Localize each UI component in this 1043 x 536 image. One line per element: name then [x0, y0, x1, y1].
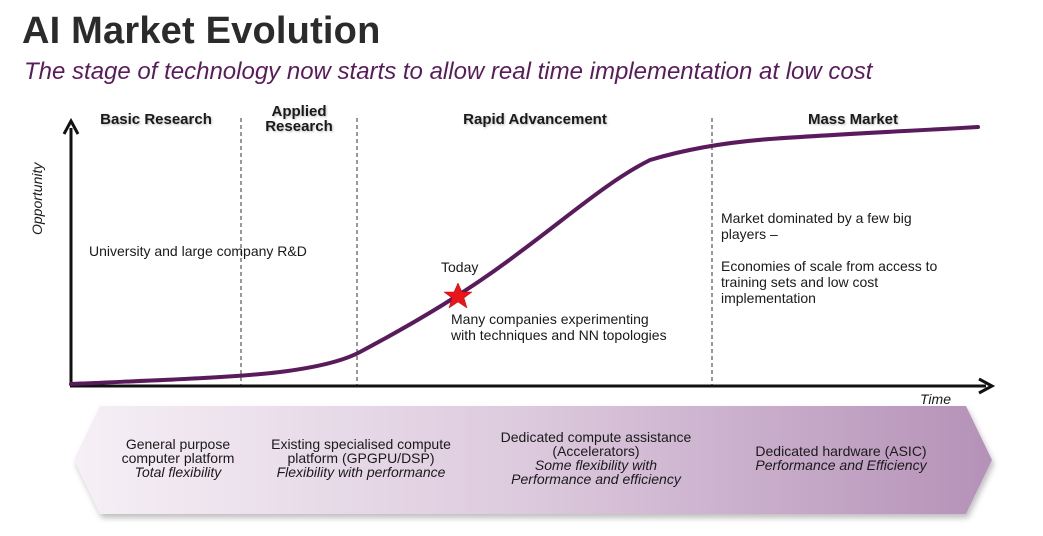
note-mass-line4: Economies of scale from access to	[721, 258, 938, 274]
note-mass-line3	[721, 242, 937, 258]
band-asic-italic: Performance and Efficiency	[755, 457, 927, 473]
band-specialised-line2: platform (GPGPU/DSP)	[287, 450, 435, 466]
phase-applied-research: Applied Research	[248, 104, 350, 134]
page-subtitle: The stage of technology now starts to al…	[24, 58, 873, 85]
x-axis-label: Time	[920, 391, 951, 407]
band-general-italic: Total flexibility	[134, 464, 222, 480]
phase-rapid-advancement: Rapid Advancement	[463, 111, 607, 128]
note-rapid-advancement: Many companies experimenting with techni…	[451, 311, 667, 343]
note-rapid-line2: with techniques and NN topologies	[451, 327, 667, 343]
band-general-purpose: General purpose computer platform Total …	[92, 437, 264, 479]
today-label: Today	[441, 259, 479, 275]
y-axis-label: Opportunity	[29, 162, 45, 235]
note-mass-line5: training sets and low cost	[721, 274, 879, 290]
platform-band	[74, 406, 992, 514]
phase-applied-research-line2: Research	[265, 118, 333, 135]
page-title: AI Market Evolution	[22, 10, 381, 52]
band-general-line2: computer platform	[121, 450, 235, 466]
band-asic-line1: Dedicated hardware (ASIC)	[755, 443, 927, 459]
x-axis-arrowhead	[978, 377, 996, 395]
note-mass-market: Market dominated by a few big players – …	[721, 210, 937, 306]
note-basic-research: University and large company R&D	[89, 243, 307, 259]
note-rapid-line1: Many companies experimenting	[451, 311, 649, 327]
note-mass-line2: players –	[721, 226, 778, 242]
band-general-line1: General purpose	[125, 436, 231, 452]
band-asic: Dedicated hardware (ASIC) Performance an…	[728, 444, 954, 472]
today-star-icon	[443, 282, 473, 309]
band-accelerators-italic2: Performance and efficiency	[511, 471, 681, 487]
band-specialised: Existing specialised compute platform (G…	[250, 437, 472, 479]
phase-applied-research-line1: Applied	[271, 103, 327, 120]
band-accelerators-line1: Dedicated compute assistance	[500, 429, 692, 445]
band-specialised-line1: Existing specialised compute	[271, 436, 451, 452]
y-axis-arrowhead	[62, 117, 80, 135]
phase-basic-research: Basic Research	[100, 111, 212, 128]
note-mass-line1: Market dominated by a few big	[721, 210, 912, 226]
band-accelerators: Dedicated compute assistance (Accelerato…	[480, 430, 712, 486]
note-mass-line6: implementation	[721, 290, 816, 306]
band-accelerators-italic1: Some flexibility with	[534, 457, 658, 473]
band-accelerators-line2: (Accelerators)	[552, 443, 640, 459]
band-specialised-italic: Flexibility with performance	[276, 464, 446, 480]
phase-mass-market: Mass Market	[807, 111, 899, 128]
market-curve	[69, 125, 980, 386]
